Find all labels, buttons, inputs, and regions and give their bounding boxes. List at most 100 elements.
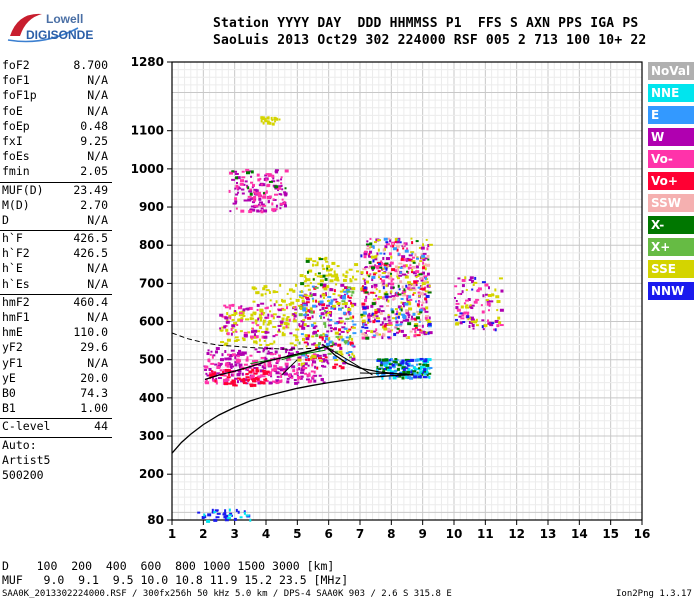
echo-pixel — [390, 279, 393, 283]
echo-pixel — [485, 299, 489, 302]
echo-pixel — [266, 352, 271, 355]
echo-pixel — [203, 513, 206, 517]
echo-pixel — [461, 278, 466, 282]
echo-pixel — [330, 345, 334, 348]
echo-pixel — [217, 362, 222, 366]
echo-pixel — [413, 375, 418, 379]
echo-pixel — [481, 319, 485, 322]
echo-pixel — [306, 270, 309, 274]
echo-pixel — [270, 381, 273, 384]
echo-pixel — [238, 377, 241, 381]
echo-pixel — [286, 377, 290, 380]
echo-pixel — [419, 357, 424, 360]
param-row: D N/A — [0, 213, 112, 228]
echo-pixel — [480, 304, 483, 307]
echo-pixel — [261, 365, 264, 369]
echo-pixel — [388, 276, 392, 280]
echo-pixel — [256, 324, 260, 327]
echo-pixel — [231, 324, 236, 328]
echo-pixel — [340, 353, 344, 356]
param-row: yF2 29.6 — [0, 340, 112, 355]
echo-pixel — [349, 311, 352, 315]
echo-pixel — [372, 273, 376, 276]
echo-pixel — [339, 335, 343, 339]
echo-pixel — [264, 316, 268, 319]
echo-pixel — [310, 293, 313, 297]
echo-pixel — [228, 363, 233, 366]
echo-pixel — [317, 282, 321, 285]
echo-pixel — [231, 178, 236, 181]
echo-pixel — [376, 317, 381, 320]
echo-pixel — [265, 344, 270, 347]
echo-pixel — [293, 344, 297, 347]
echo-pixel — [245, 171, 250, 175]
echo-pixel — [233, 339, 238, 342]
echo-pixel — [262, 319, 266, 323]
echo-pixel — [378, 289, 381, 293]
echo-pixel — [224, 509, 227, 513]
echo-pixel — [313, 342, 316, 346]
echo-pixel — [224, 350, 227, 354]
echo-pixel — [332, 328, 335, 331]
echo-pixel — [427, 331, 430, 335]
x-tick-label: 9 — [418, 527, 426, 541]
echo-pixel — [326, 267, 329, 270]
echo-pixel — [408, 307, 413, 311]
echo-pixel — [241, 310, 245, 313]
echo-pixel — [402, 247, 405, 250]
echo-pixel — [275, 379, 280, 382]
echo-pixel — [312, 355, 317, 359]
echo-pixel — [207, 349, 210, 352]
echo-pixel — [280, 184, 283, 187]
echo-pixel — [372, 320, 376, 324]
echo-pixel — [311, 263, 314, 267]
echo-pixel — [216, 365, 221, 369]
x-tick-label: 10 — [446, 527, 463, 541]
echo-pixel — [396, 248, 399, 252]
echo-pixel — [248, 306, 253, 310]
echo-pixel — [277, 324, 282, 327]
param-row: B0 74.3 — [0, 386, 112, 401]
echo-pixel — [489, 324, 494, 327]
echo-pixel — [285, 318, 289, 322]
echo-pixel — [389, 245, 392, 248]
echo-pixel — [231, 327, 234, 330]
autoscale-text: Artist5 — [2, 452, 51, 467]
echo-pixel — [387, 329, 392, 333]
echo-pixel — [220, 341, 225, 344]
echo-pixel — [401, 376, 405, 380]
echo-pixel — [262, 195, 267, 199]
echo-pixel — [348, 350, 353, 353]
echo-pixel — [305, 296, 310, 299]
echo-pixel — [239, 330, 243, 333]
echo-pixel — [424, 316, 428, 320]
echo-pixel — [374, 264, 377, 267]
echo-pixel — [404, 302, 409, 306]
echo-pixel — [237, 359, 241, 363]
echo-pixel — [222, 513, 226, 516]
echo-pixel — [323, 316, 326, 319]
x-tick-label: 13 — [540, 527, 557, 541]
echo-pixel — [405, 375, 408, 379]
echo-pixel — [298, 362, 301, 366]
echo-pixel — [224, 342, 229, 345]
echo-pixel — [421, 266, 425, 270]
echo-pixel — [342, 294, 346, 298]
echo-pixel — [339, 320, 344, 323]
echo-pixel — [424, 369, 428, 373]
echo-pixel — [228, 189, 231, 193]
echo-pixel — [254, 189, 259, 193]
echo-pixel — [380, 281, 383, 284]
param-row: foF2 8.700 — [0, 58, 112, 73]
echo-pixel — [282, 326, 286, 330]
echo-pixel — [427, 258, 430, 261]
echo-pixel — [269, 342, 274, 345]
echo-pixel — [317, 354, 322, 357]
echo-pixel — [304, 356, 308, 359]
echo-pixel — [318, 374, 322, 377]
echo-pixel — [260, 293, 264, 297]
echo-pixel — [418, 300, 421, 303]
echo-pixel — [378, 262, 382, 265]
echo-pixel — [298, 294, 303, 297]
echo-pixel — [239, 179, 244, 183]
